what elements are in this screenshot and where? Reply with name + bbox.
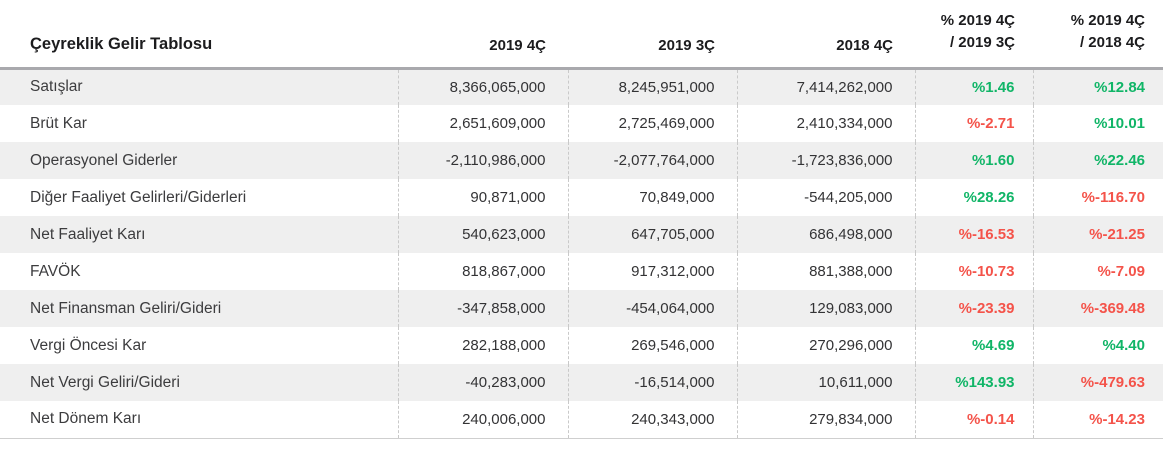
table-row-net-faaliyet-kari: Net Faaliyet Karı 540,623,000 647,705,00… — [0, 216, 1163, 253]
table-row-diger-faaliyet: Diğer Faaliyet Gelirleri/Giderleri 90,87… — [0, 179, 1163, 216]
cell-2018-4c: 686,498,000 — [736, 216, 915, 253]
cell-2018-4c: 7,414,262,000 — [736, 68, 915, 105]
cell-2018-4c: -544,205,000 — [736, 179, 915, 216]
cell-2018-4c: 881,388,000 — [736, 253, 915, 290]
cell-2019-3c: 2,725,469,000 — [567, 105, 737, 142]
table-row-net-finansman: Net Finansman Geliri/Gideri -347,858,000… — [0, 290, 1163, 327]
cell-pct-yoy: %-479.63 — [1032, 364, 1163, 401]
cell-2018-4c: 270,296,000 — [736, 327, 915, 364]
cell-2019-3c: -16,514,000 — [567, 364, 737, 401]
cell-2018-4c: -1,723,836,000 — [736, 142, 915, 179]
cell-2019-4c: -2,110,986,000 — [397, 142, 568, 179]
quarterly-income-table: Çeyreklik Gelir Tablosu 2019 4Ç 2019 3Ç … — [0, 0, 1163, 439]
cell-pct-qoq: %-10.73 — [914, 253, 1033, 290]
cell-2018-4c: 2,410,334,000 — [736, 105, 915, 142]
table-header: Çeyreklik Gelir Tablosu 2019 4Ç 2019 3Ç … — [0, 0, 1163, 70]
table-row-favok: FAVÖK 818,867,000 917,312,000 881,388,00… — [0, 253, 1163, 290]
cell-pct-qoq: %-0.14 — [914, 401, 1033, 439]
table-body: Satışlar 8,366,065,000 8,245,951,000 7,4… — [0, 68, 1163, 439]
table-row-brut-kar: Brüt Kar 2,651,609,000 2,725,469,000 2,4… — [0, 105, 1163, 142]
cell-2019-3c: 647,705,000 — [567, 216, 737, 253]
cell-pct-yoy: %-7.09 — [1032, 253, 1163, 290]
cell-2019-4c: 8,366,065,000 — [397, 68, 568, 105]
cell-2019-3c: 240,343,000 — [567, 401, 737, 439]
cell-pct-yoy: %10.01 — [1032, 105, 1163, 142]
row-label: Diğer Faaliyet Gelirleri/Giderleri — [0, 179, 398, 216]
row-label: Vergi Öncesi Kar — [0, 327, 398, 364]
cell-2019-4c: 90,871,000 — [397, 179, 568, 216]
column-header-2018-4c: 2018 4Ç — [737, 0, 915, 70]
row-label: Brüt Kar — [0, 105, 398, 142]
cell-2018-4c: 279,834,000 — [736, 401, 915, 439]
cell-pct-yoy: %-369.48 — [1032, 290, 1163, 327]
cell-2019-3c: 917,312,000 — [567, 253, 737, 290]
cell-2019-4c: 818,867,000 — [397, 253, 568, 290]
column-header-pct-vs-2018-4c: % 2019 4Ç / 2018 4Ç — [1033, 0, 1163, 70]
cell-2019-3c: 8,245,951,000 — [567, 68, 737, 105]
cell-pct-qoq: %-16.53 — [914, 216, 1033, 253]
cell-pct-yoy: %12.84 — [1032, 68, 1163, 105]
cell-2018-4c: 129,083,000 — [736, 290, 915, 327]
cell-2019-4c: 240,006,000 — [397, 401, 568, 439]
cell-2019-4c: -40,283,000 — [397, 364, 568, 401]
pct-header-line: % 2019 4Ç — [1070, 12, 1145, 29]
cell-2019-4c: 2,651,609,000 — [397, 105, 568, 142]
cell-2019-3c: -2,077,764,000 — [567, 142, 737, 179]
table-title: Çeyreklik Gelir Tablosu — [0, 0, 398, 70]
table-row-net-vergi: Net Vergi Geliri/Gideri -40,283,000 -16,… — [0, 364, 1163, 401]
cell-2019-4c: -347,858,000 — [397, 290, 568, 327]
row-label: Operasyonel Giderler — [0, 142, 398, 179]
table-row-net-donem-kari: Net Dönem Karı 240,006,000 240,343,000 2… — [0, 401, 1163, 439]
cell-2019-4c: 282,188,000 — [397, 327, 568, 364]
cell-2019-3c: 269,546,000 — [567, 327, 737, 364]
table-row-satislar: Satışlar 8,366,065,000 8,245,951,000 7,4… — [0, 68, 1163, 105]
cell-2019-3c: -454,064,000 — [567, 290, 737, 327]
cell-pct-qoq: %-2.71 — [914, 105, 1033, 142]
cell-pct-qoq: %143.93 — [914, 364, 1033, 401]
column-header-pct-vs-2019-3c: % 2019 4Ç / 2019 3Ç — [915, 0, 1033, 70]
column-header-2019-3c: 2019 3Ç — [568, 0, 737, 70]
cell-pct-yoy: %-21.25 — [1032, 216, 1163, 253]
cell-pct-qoq: %4.69 — [914, 327, 1033, 364]
row-label: Net Dönem Karı — [0, 401, 398, 439]
cell-pct-qoq: %-23.39 — [914, 290, 1033, 327]
cell-2019-3c: 70,849,000 — [567, 179, 737, 216]
table-row-operasyonel-giderler: Operasyonel Giderler -2,110,986,000 -2,0… — [0, 142, 1163, 179]
column-header-2019-4c: 2019 4Ç — [398, 0, 568, 70]
cell-pct-qoq: %1.46 — [914, 68, 1033, 105]
cell-pct-yoy: %-116.70 — [1032, 179, 1163, 216]
table-row-vergi-oncesi-kar: Vergi Öncesi Kar 282,188,000 269,546,000… — [0, 327, 1163, 364]
pct-header-line: % 2019 4Ç — [940, 12, 1015, 29]
row-label: Net Faaliyet Karı — [0, 216, 398, 253]
row-label: FAVÖK — [0, 253, 398, 290]
cell-pct-yoy: %22.46 — [1032, 142, 1163, 179]
cell-2019-4c: 540,623,000 — [397, 216, 568, 253]
row-label: Net Finansman Geliri/Gideri — [0, 290, 398, 327]
cell-pct-yoy: %4.40 — [1032, 327, 1163, 364]
cell-pct-qoq: %1.60 — [914, 142, 1033, 179]
cell-pct-yoy: %-14.23 — [1032, 401, 1163, 439]
pct-header-line: / 2018 4Ç — [1079, 33, 1145, 51]
cell-pct-qoq: %28.26 — [914, 179, 1033, 216]
row-label: Satışlar — [0, 68, 398, 105]
cell-2018-4c: 10,611,000 — [736, 364, 915, 401]
row-label: Net Vergi Geliri/Gideri — [0, 364, 398, 401]
pct-header-line: / 2019 3Ç — [949, 33, 1015, 51]
